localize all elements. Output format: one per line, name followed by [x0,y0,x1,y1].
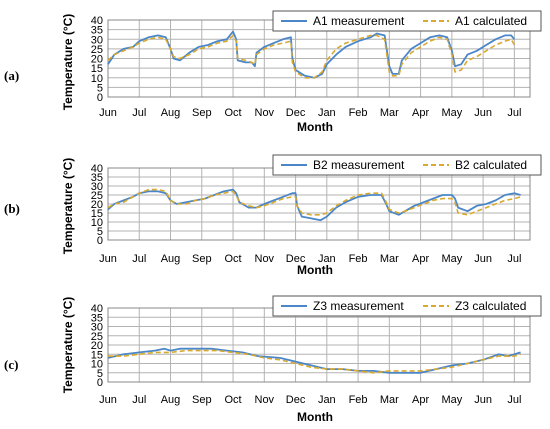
x-tick-label: Sep [192,107,212,119]
series-line-calculated [107,188,521,216]
x-tick-label: Jul [507,253,521,265]
x-tick-label: Apr [412,394,429,406]
y-tick-label: 35 [91,25,103,37]
x-tick-label: Jul [507,107,521,119]
panel-label: (a) [4,68,19,83]
legend-label-measurement: Z3 measurement [313,299,404,313]
y-tick-label: 5 [97,226,103,238]
x-tick-label: Nov [255,394,275,406]
x-tick-label: May [441,394,462,406]
y-tick-label: 40 [91,303,103,315]
y-tick-label: 35 [91,172,103,184]
legend-label-measurement: B2 measurement [313,158,405,172]
y-tick-label: 40 [91,15,103,27]
y-tick-label: 30 [91,181,103,193]
y-tick-label: 15 [91,63,103,75]
x-tick-label: May [441,107,462,119]
x-tick-label: May [441,253,462,265]
y-tick-label: 15 [91,349,103,361]
y-tick-label: 5 [97,82,103,94]
x-tick-label: Jul [132,394,146,406]
y-tick-label: 5 [97,368,103,380]
y-tick-label: 25 [91,331,103,343]
series-line-measurement [107,347,521,374]
x-tick-label: Nov [255,107,275,119]
legend-label-calculated: A1 calculated [455,14,527,28]
x-tick-label: Mar [380,253,399,265]
y-tick-label: 30 [91,322,103,334]
y-tick-label: 15 [91,208,103,220]
x-tick-label: Feb [349,394,368,406]
y-tick-label: 20 [91,199,103,211]
x-axis-label: Month [297,120,333,134]
y-tick-label: 25 [91,44,103,56]
y-tick-label: 10 [91,359,103,371]
x-tick-label: Dec [286,394,306,406]
x-tick-label: Jun [99,394,117,406]
x-tick-label: Sep [192,253,212,265]
x-tick-label: Jun [99,107,117,119]
series-line-calculated [108,349,521,374]
x-tick-label: Jan [318,107,336,119]
y-tick-label: 20 [91,340,103,352]
x-tick-label: Mar [380,107,399,119]
y-tick-label: 10 [91,73,103,85]
x-tick-label: Jul [507,394,521,406]
legend-box [272,10,542,32]
x-tick-label: Mar [380,394,399,406]
x-tick-label: Jun [474,394,492,406]
legend-label-measurement: A1 measurement [313,14,405,28]
x-tick-label: Jan [318,394,336,406]
y-tick-label: 10 [91,217,103,229]
x-tick-label: Jul [132,107,146,119]
series-line-measurement [107,188,521,222]
x-tick-label: Apr [412,253,429,265]
x-tick-label: Dec [286,253,306,265]
y-axis-label: Temperature (°C) [61,14,75,111]
y-tick-label: 0 [97,235,103,247]
x-axis-label: Month [297,410,333,424]
x-tick-label: Jul [132,253,146,265]
x-tick-label: Aug [161,253,181,265]
x-tick-label: Nov [255,253,275,265]
x-tick-label: Oct [224,394,241,406]
series-line-measurement [107,30,516,79]
x-tick-label: Sep [192,394,212,406]
panel-label: (c) [4,357,18,372]
x-tick-label: Feb [349,253,368,265]
x-tick-label: Dec [286,107,306,119]
legend-label-calculated: B2 calculated [455,158,527,172]
y-tick-label: 0 [97,377,103,389]
y-tick-label: 20 [91,54,103,66]
panel-label: (b) [4,201,20,216]
x-tick-label: Jun [99,253,117,265]
x-tick-label: Oct [224,253,241,265]
x-tick-label: Apr [412,107,429,119]
x-tick-label: Oct [224,107,241,119]
x-axis-label: Month [297,263,333,277]
x-tick-label: Feb [349,107,368,119]
y-tick-label: 0 [97,92,103,104]
legend-box [272,154,542,176]
series-line-calculated [107,34,516,79]
y-axis-label: Temperature (°C) [61,297,75,394]
y-tick-label: 40 [91,163,103,175]
y-tick-label: 30 [91,34,103,46]
legend-label-calculated: Z3 calculated [455,299,526,313]
x-tick-label: Jun [474,253,492,265]
legend-box [272,295,542,317]
x-tick-label: Jun [474,107,492,119]
y-tick-label: 35 [91,312,103,324]
y-tick-label: 25 [91,190,103,202]
x-tick-label: Aug [161,107,181,119]
x-tick-label: Aug [161,394,181,406]
x-tick-label: Jan [318,253,336,265]
y-axis-label: Temperature (°C) [61,158,75,255]
